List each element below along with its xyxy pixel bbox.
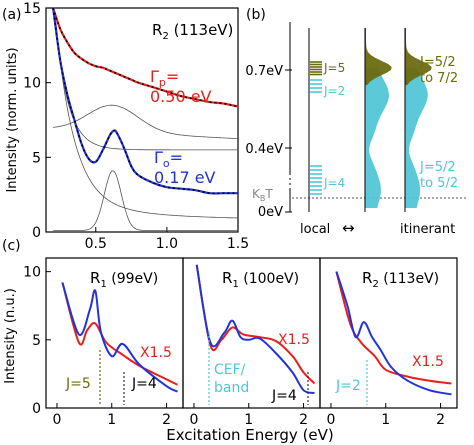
c-sub2-j4-label: J=4 [271, 388, 297, 404]
a-fit-component [53, 104, 239, 140]
itinerant-label: itinerant [400, 222, 455, 237]
c-series-red-line [61, 282, 178, 386]
gamma-p-value: 0.50 eV [150, 87, 212, 106]
itinerant-olive-band-2 [405, 28, 432, 85]
a-xtick-label: 0.5 [85, 236, 107, 252]
panel-a-ticks: 0 5 10 15 0.5 1.0 1.5 [23, 1, 249, 252]
c-sub1-j4-label: J=4 [131, 376, 157, 392]
panel-c-ticks: 0 5 10 0 1 2 0 1 2 0 1 2 [23, 265, 445, 428]
itinerant-dos [364, 28, 432, 212]
panel-c-label: (c) [2, 238, 21, 254]
a-xtick-label: 1.5 [227, 236, 249, 252]
c-series-blue-line [335, 271, 452, 396]
local-label: local [300, 222, 330, 237]
c-sub2-cef-2: band [214, 380, 249, 396]
c-sub1-title: R1 (99eV) [90, 269, 158, 290]
a-fit-component [53, 170, 238, 231]
ev-tick-0: 0eV [258, 205, 283, 220]
gamma-o-value: 0.17 eV [154, 168, 216, 187]
c-sub2-mult: X1.5 [278, 332, 310, 348]
c-ytick-label: 0 [32, 401, 41, 417]
panel-c-ylabel: Intensity (n.u.) [3, 288, 18, 384]
c-sub2-cef-1: CEF/ [214, 362, 246, 378]
c-xtick-label: 2 [436, 412, 445, 428]
c-sub3-title: R2 (113eV) [362, 269, 439, 290]
panel-b-label: (b) [246, 7, 266, 23]
c-sub3-frame [319, 257, 458, 409]
c-xtick-label: 0 [52, 412, 61, 428]
local-itinerant-arrow: ↔ [342, 219, 355, 237]
c-xtick-label: 0 [189, 412, 198, 428]
a-ytick-label: 15 [23, 1, 41, 17]
c-sub2-title: R1 (100eV) [222, 269, 299, 290]
panel-a-fit-dotted [52, 7, 239, 195]
itinerant-cyan-band-2 [405, 68, 428, 208]
gamma-o-label: Γo= [154, 148, 183, 170]
a-fit-dotted-line [52, 7, 239, 108]
a-ytick-label: 0 [32, 225, 41, 241]
panel-c-data-series [61, 264, 452, 396]
c-sub3-mult: X1.5 [412, 354, 444, 370]
cyan-band-label-1: J=5/2 [419, 160, 456, 175]
ev-axis [285, 22, 292, 213]
level-j4-label: J=4 [323, 176, 345, 190]
itinerant-cyan-band-1 [365, 68, 389, 208]
cyan-band-label-2: to 5/2 [420, 176, 458, 191]
c-xtick-label: 2 [299, 412, 308, 428]
a-fit-component [52, 7, 238, 151]
c-series-blue-line [195, 264, 315, 394]
c-sub1-mult: X1.5 [140, 345, 172, 361]
panel-a-fit-components [52, 7, 239, 231]
c-xtick-label: 0 [326, 412, 335, 428]
c-sub3-j2-label: J=2 [335, 378, 361, 394]
olive-band-label-1: J=5/2 [419, 55, 456, 70]
a-fit-component [52, 7, 239, 219]
c-ytick-label: 10 [23, 265, 41, 281]
gamma-p-label: Γp= [150, 67, 179, 89]
c-sub1-j5-label: J=5 [65, 376, 91, 392]
c-series-blue-line [61, 282, 178, 393]
olive-band-label-2: to 7/2 [420, 71, 458, 86]
a-fit-dotted-line [52, 7, 238, 195]
ev-tick-04: 0.4eV [245, 142, 283, 157]
a-ytick-label: 10 [23, 76, 41, 92]
panel-a-title: R2 (113eV) [152, 21, 233, 42]
level-j2-label: J=2 [323, 84, 345, 98]
kbt-label: KBT [252, 187, 273, 203]
ev-tick-07: 0.7eV [245, 64, 283, 79]
panel-a-label: (a) [2, 7, 22, 23]
itinerant-olive-band-1 [365, 28, 392, 85]
c-xtick-label: 1 [107, 412, 116, 428]
c-ytick-label: 5 [32, 333, 41, 349]
c-xtick-label: 1 [381, 412, 390, 428]
panel-a-ylabel: Intensity (norm. units) [5, 47, 20, 192]
c-series-red-line [195, 264, 316, 385]
c-xtick-label: 2 [162, 412, 171, 428]
a-xtick-label: 1.0 [156, 236, 178, 252]
c-xtick-label: 1 [244, 412, 253, 428]
a-ytick-label: 5 [32, 150, 41, 166]
panel-a-frame [45, 7, 239, 233]
level-j5-label: J=5 [323, 61, 345, 75]
panel-c-xlabel: Excitation Energy (eV) [166, 426, 334, 444]
